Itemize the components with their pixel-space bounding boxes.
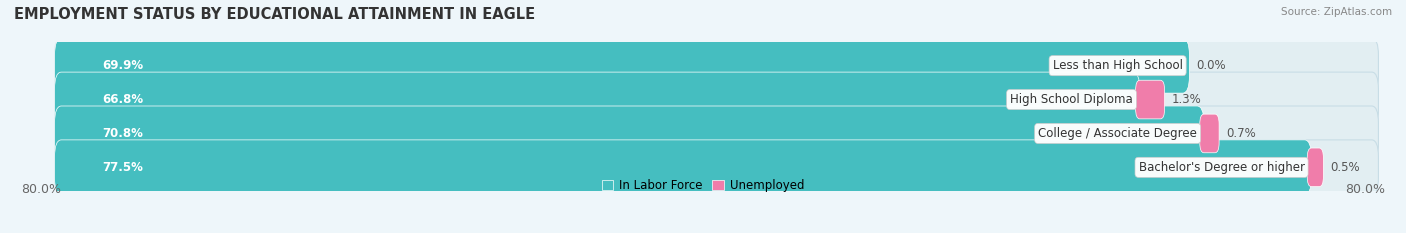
Text: Bachelor's Degree or higher: Bachelor's Degree or higher bbox=[1139, 161, 1305, 174]
Text: College / Associate Degree: College / Associate Degree bbox=[1038, 127, 1197, 140]
FancyBboxPatch shape bbox=[55, 38, 1189, 93]
Text: 69.9%: 69.9% bbox=[101, 59, 143, 72]
FancyBboxPatch shape bbox=[55, 140, 1312, 195]
Text: 77.5%: 77.5% bbox=[101, 161, 143, 174]
FancyBboxPatch shape bbox=[55, 72, 1140, 127]
Text: 70.8%: 70.8% bbox=[101, 127, 143, 140]
Legend: In Labor Force, Unemployed: In Labor Force, Unemployed bbox=[598, 175, 808, 197]
FancyBboxPatch shape bbox=[1308, 148, 1323, 187]
FancyBboxPatch shape bbox=[1136, 80, 1164, 119]
FancyBboxPatch shape bbox=[55, 72, 1378, 127]
Text: 0.5%: 0.5% bbox=[1330, 161, 1360, 174]
Text: 0.0%: 0.0% bbox=[1197, 59, 1226, 72]
FancyBboxPatch shape bbox=[55, 38, 1378, 93]
Text: 80.0%: 80.0% bbox=[21, 183, 60, 196]
FancyBboxPatch shape bbox=[1199, 114, 1219, 153]
FancyBboxPatch shape bbox=[55, 106, 1378, 161]
Text: Less than High School: Less than High School bbox=[1053, 59, 1182, 72]
Text: EMPLOYMENT STATUS BY EDUCATIONAL ATTAINMENT IN EAGLE: EMPLOYMENT STATUS BY EDUCATIONAL ATTAINM… bbox=[14, 7, 536, 22]
Text: 1.3%: 1.3% bbox=[1171, 93, 1201, 106]
Text: 80.0%: 80.0% bbox=[1346, 183, 1385, 196]
Text: 0.7%: 0.7% bbox=[1226, 127, 1256, 140]
FancyBboxPatch shape bbox=[55, 106, 1204, 161]
FancyBboxPatch shape bbox=[55, 140, 1378, 195]
Text: 66.8%: 66.8% bbox=[101, 93, 143, 106]
Text: Source: ZipAtlas.com: Source: ZipAtlas.com bbox=[1281, 7, 1392, 17]
Text: High School Diploma: High School Diploma bbox=[1010, 93, 1133, 106]
